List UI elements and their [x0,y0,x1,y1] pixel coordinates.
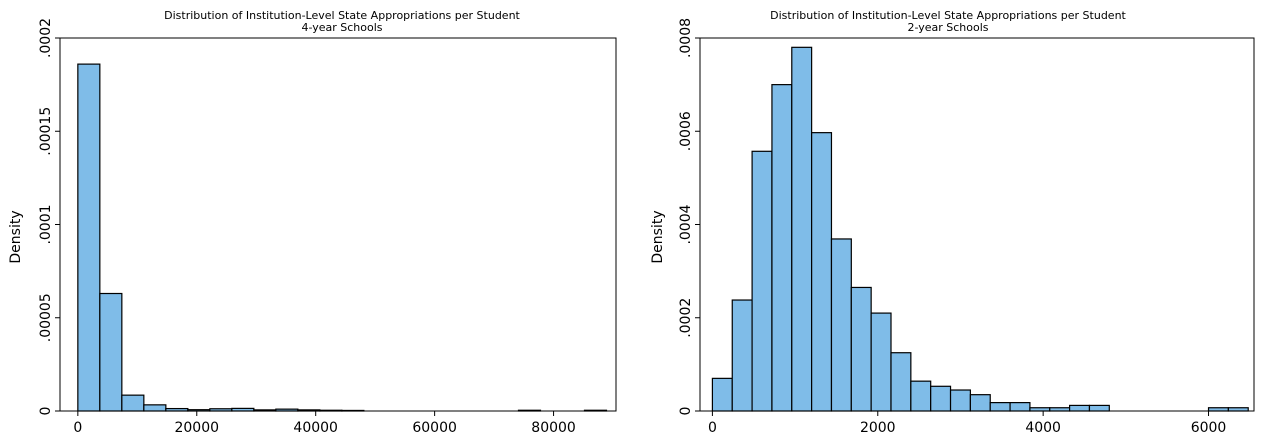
y-tick-label: .0006 [678,111,694,151]
histogram-bar-1 [731,299,753,412]
histogram-bar-3 [143,404,167,412]
histogram-2-year-schools: Distribution of Institution-Level State … [650,9,1255,436]
histogram-bar-4 [791,46,813,412]
histogram-bar-2 [121,394,145,412]
chart-subtitle: 4-year Schools [301,21,382,34]
histogram-bar-5 [811,132,833,412]
histogram-bar-3 [771,84,793,412]
y-tick-label: 0 [678,407,694,416]
histogram-bar-11 [930,385,952,412]
plot-frame [59,37,617,412]
axis-ticks: 0 2000 4000 6000 0 .0002 .0004 .0006 .0008 [678,18,1226,436]
bars [77,63,608,412]
x-tick-label: 40000 [293,420,338,436]
histogram-bar-10 [910,380,932,412]
histogram-bar-19 [1088,404,1110,412]
histogram-bar-0 [77,63,101,412]
histogram-bar-1 [99,292,123,412]
chart-title: Distribution of Institution-Level State … [164,9,520,22]
y-axis-label: Density [8,210,24,263]
y-tick-label: .00005 [38,293,54,342]
chart-subtitle: 2-year Schools [907,21,988,34]
histogram-bar-0 [711,377,733,412]
plot-frame [699,37,1255,412]
histogram-bar-2 [751,150,773,412]
histogram-bar-6 [830,238,852,412]
histogram-bar-14 [989,402,1011,412]
x-tick-label: 6000 [1191,420,1227,436]
x-tick-label: 80000 [531,420,576,436]
y-tick-label: .00015 [38,107,54,156]
histogram-4-year-schools: Distribution of Institution-Level State … [8,9,617,436]
histogram-bar-9 [890,352,912,412]
axis-ticks: 0 20000 40000 60000 80000 0 .00005 .0001 .00015.… [38,18,576,436]
y-tick-label: .0008 [678,18,694,58]
y-tick-label: 0 [38,407,54,416]
x-tick-label: 0 [708,420,717,436]
histogram-bar-8 [870,312,892,412]
chart-title: Distribution of Institution-Level State … [770,9,1126,22]
histogram-bar-15 [1009,402,1031,412]
y-tick-label: .0002 [38,18,54,58]
histogram-bar-18 [1069,404,1091,412]
y-axis-label: Density [650,210,666,263]
x-tick-label: 60000 [412,420,457,436]
histogram-bar-7 [850,286,872,412]
y-tick-label: .0004 [678,204,694,244]
x-tick-label: 20000 [174,420,219,436]
x-tick-label: 4000 [1025,420,1061,436]
histogram-bar-12 [949,389,971,412]
histogram-bar-13 [969,394,991,412]
x-tick-label: 2000 [860,420,896,436]
y-tick-label: .0001 [38,204,54,244]
y-tick-label: .0002 [678,298,694,338]
bars [711,46,1249,412]
x-tick-label: 0 [73,420,82,436]
